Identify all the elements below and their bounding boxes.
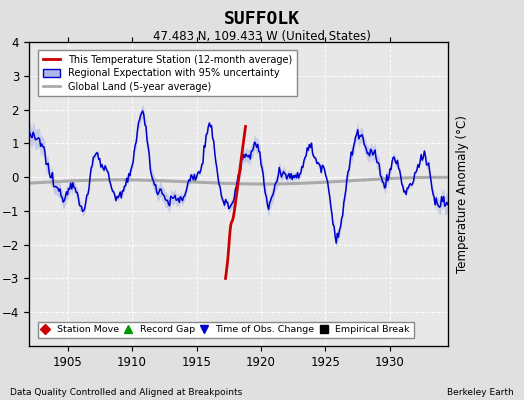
Text: Berkeley Earth: Berkeley Earth: [447, 388, 514, 397]
Text: 47.483 N, 109.433 W (United States): 47.483 N, 109.433 W (United States): [153, 30, 371, 43]
Text: SUFFOLK: SUFFOLK: [224, 10, 300, 28]
Legend: Station Move, Record Gap, Time of Obs. Change, Empirical Break: Station Move, Record Gap, Time of Obs. C…: [38, 322, 413, 338]
Text: Data Quality Controlled and Aligned at Breakpoints: Data Quality Controlled and Aligned at B…: [10, 388, 243, 397]
Y-axis label: Temperature Anomaly (°C): Temperature Anomaly (°C): [456, 115, 470, 273]
